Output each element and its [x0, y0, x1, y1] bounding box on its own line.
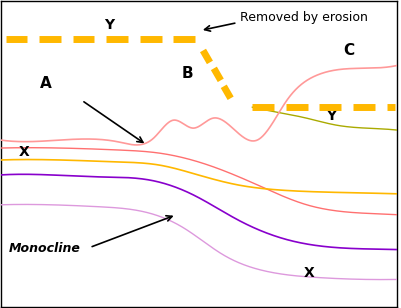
Text: Y: Y — [326, 109, 336, 123]
Text: X: X — [18, 145, 29, 159]
Text: C: C — [342, 43, 353, 59]
Text: B: B — [181, 66, 192, 81]
Text: Monocline: Monocline — [8, 241, 80, 254]
Text: A: A — [40, 76, 52, 91]
Text: Y: Y — [104, 18, 114, 31]
Text: X: X — [303, 266, 314, 281]
Text: Removed by erosion: Removed by erosion — [239, 10, 367, 24]
